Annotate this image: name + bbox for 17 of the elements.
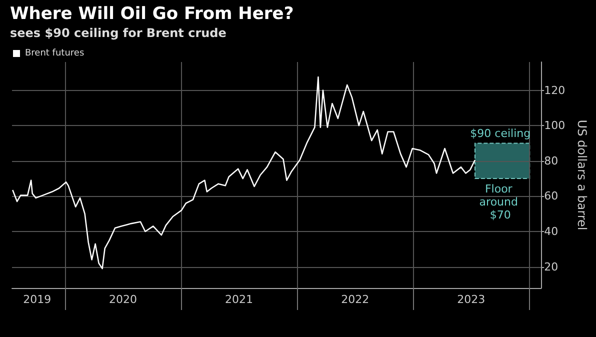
x-tick-label: 2022: [341, 293, 370, 306]
chart-subtitle: sees $90 ceiling for Brent crude: [10, 26, 226, 40]
y-axis-title: US dollars a barrel: [575, 120, 589, 230]
y-tick-label: 60: [544, 190, 558, 203]
x-tick-label: 2020: [108, 293, 137, 306]
annotation: $90 ceiling: [470, 127, 531, 140]
y-tick-label: 80: [544, 154, 558, 168]
x-tick-label: 2021: [225, 293, 254, 306]
y-tick-label: 20: [544, 260, 558, 274]
y-tick-label: 120: [544, 84, 566, 97]
y-tick-label: 100: [544, 119, 566, 132]
x-tick-label: 2019: [23, 293, 52, 306]
annotation: Floor around $70: [479, 182, 522, 222]
legend-label: Brent futures: [25, 48, 84, 58]
chart-title: Where Will Oil Go From Here?: [10, 4, 294, 24]
x-tick-label: 2023: [457, 293, 486, 306]
y-tick-label: 40: [544, 225, 558, 238]
